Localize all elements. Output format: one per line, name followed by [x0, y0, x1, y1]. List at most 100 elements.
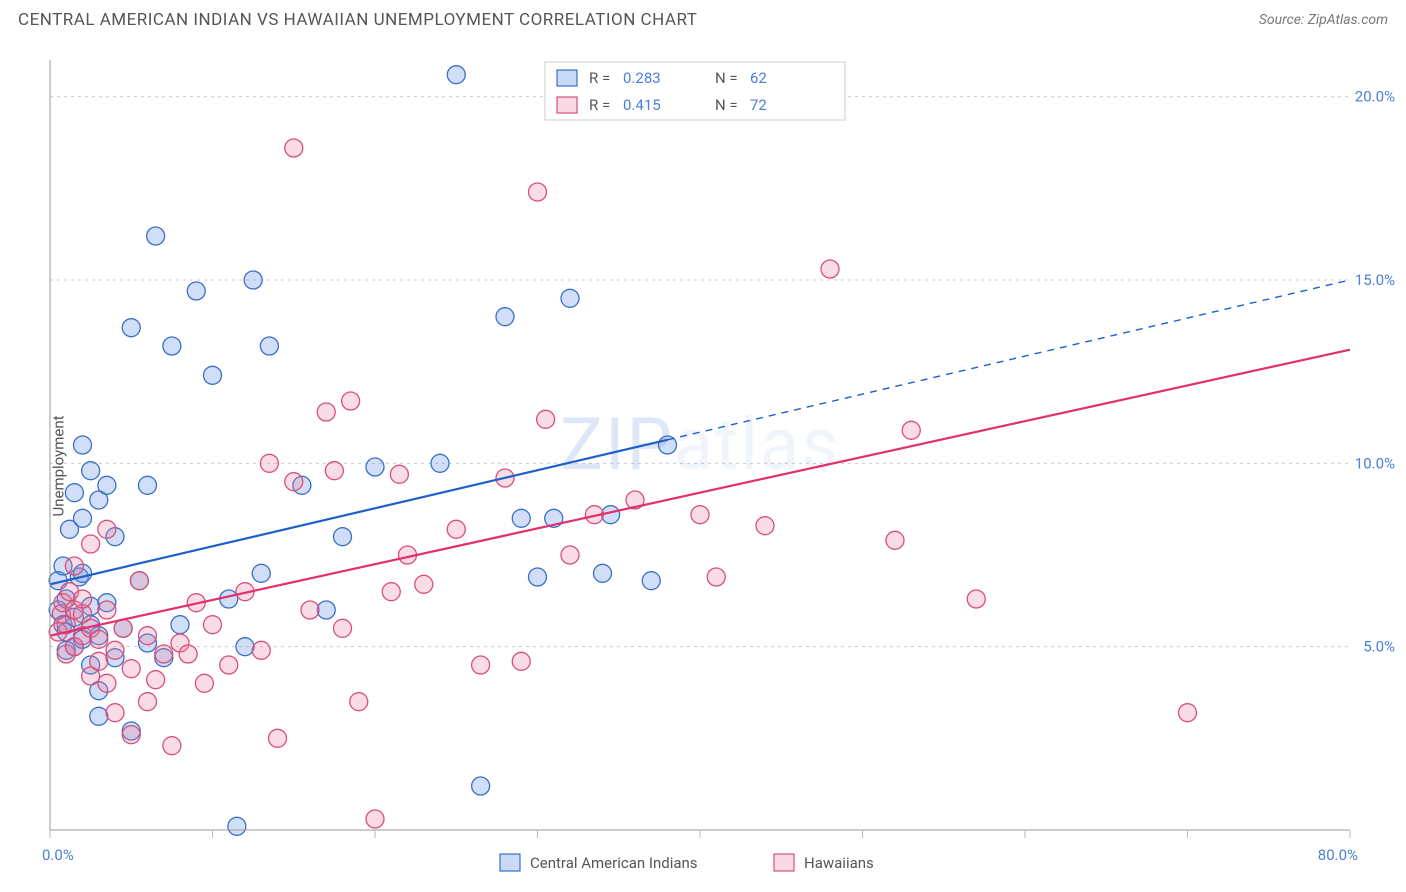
- data-point: [252, 564, 270, 582]
- data-point: [106, 704, 124, 722]
- data-point: [260, 337, 278, 355]
- data-point: [90, 652, 108, 670]
- data-point: [139, 627, 157, 645]
- data-point: [472, 656, 490, 674]
- data-point: [447, 66, 465, 84]
- data-point: [122, 319, 140, 337]
- data-point: [366, 458, 384, 476]
- data-point: [98, 520, 116, 538]
- trend-line: [50, 350, 1350, 636]
- data-point: [512, 652, 530, 670]
- scatter-chart: ZIPatlas 0.0% 80.0% 5.0% 10.0% 15.0% 20.0% R = 0…: [0, 40, 1406, 892]
- source-prefix: Source:: [1259, 12, 1308, 28]
- data-point: [285, 473, 303, 491]
- legend-swatch: [557, 97, 577, 113]
- x-tick-label: 0.0%: [42, 846, 74, 864]
- y-tick-label: 15.0%: [1355, 271, 1395, 289]
- data-point: [220, 590, 238, 608]
- legend-swatch: [774, 854, 794, 871]
- data-point: [74, 436, 92, 454]
- watermark: ZIPatlas: [560, 402, 840, 487]
- data-point: [301, 601, 319, 619]
- data-point: [252, 641, 270, 659]
- y-axis-label: Unemployment: [50, 415, 68, 516]
- legend-r-label: R =: [589, 69, 610, 87]
- data-point: [561, 546, 579, 564]
- data-point: [1179, 704, 1197, 722]
- data-point: [179, 645, 197, 663]
- legend-swatch: [500, 854, 520, 871]
- data-point: [228, 817, 246, 835]
- data-point: [390, 465, 408, 483]
- data-point: [366, 810, 384, 828]
- legend-r-value: 0.415: [623, 96, 661, 114]
- legend-swatch: [557, 70, 577, 86]
- data-point: [204, 616, 222, 634]
- data-point: [98, 674, 116, 692]
- data-point: [163, 737, 181, 755]
- data-point: [147, 227, 165, 245]
- data-point: [122, 660, 140, 678]
- data-point: [74, 590, 92, 608]
- legend-n-value: 72: [750, 96, 767, 114]
- data-point: [74, 509, 92, 527]
- source-value: ZipAtlas.com: [1308, 12, 1388, 28]
- data-point: [285, 139, 303, 157]
- data-point: [147, 671, 165, 689]
- data-point: [98, 601, 116, 619]
- data-point: [334, 528, 352, 546]
- data-point: [82, 462, 100, 480]
- legend-series-name: Hawaiians: [804, 854, 874, 872]
- data-point: [155, 645, 173, 663]
- data-point: [529, 183, 547, 201]
- data-point: [447, 520, 465, 538]
- data-point: [886, 531, 904, 549]
- legend-r-value: 0.283: [623, 69, 661, 87]
- data-point: [561, 289, 579, 307]
- data-point: [106, 641, 124, 659]
- data-point: [187, 282, 205, 300]
- y-tick-label: 20.0%: [1355, 88, 1395, 106]
- data-point: [537, 410, 555, 428]
- data-point: [325, 462, 343, 480]
- x-tick-label: 80.0%: [1318, 846, 1358, 864]
- chart-header: CENTRAL AMERICAN INDIAN VS HAWAIIAN UNEM…: [0, 0, 1406, 36]
- data-point: [472, 777, 490, 795]
- data-point: [220, 656, 238, 674]
- data-point: [902, 421, 920, 439]
- legend-n-label: N =: [715, 96, 738, 114]
- data-point: [382, 583, 400, 601]
- data-point: [350, 693, 368, 711]
- data-point: [529, 568, 547, 586]
- data-point: [707, 568, 725, 586]
- data-point: [496, 308, 514, 326]
- data-point: [317, 601, 335, 619]
- chart-source: Source: ZipAtlas.com: [1259, 12, 1388, 28]
- data-point: [821, 260, 839, 278]
- y-tick-label: 5.0%: [1363, 638, 1395, 656]
- data-point: [594, 564, 612, 582]
- data-point: [317, 403, 335, 421]
- chart-area: Unemployment ZIPatlas 0.0% 80.0% 5.0% 10.0% 1…: [0, 40, 1406, 892]
- data-point: [342, 392, 360, 410]
- data-point: [90, 630, 108, 648]
- data-point: [122, 726, 140, 744]
- data-point: [756, 517, 774, 535]
- data-point: [163, 337, 181, 355]
- y-tick-label: 10.0%: [1355, 454, 1395, 472]
- data-point: [82, 535, 100, 553]
- legend-n-value: 62: [750, 69, 767, 87]
- data-point: [90, 707, 108, 725]
- data-point: [691, 506, 709, 524]
- data-point: [236, 638, 254, 656]
- data-point: [244, 271, 262, 289]
- data-point: [642, 572, 660, 590]
- legend-r-label: R =: [589, 96, 610, 114]
- trend-line-dashed: [668, 280, 1351, 440]
- data-point: [512, 509, 530, 527]
- data-point: [269, 729, 287, 747]
- chart-title: CENTRAL AMERICAN INDIAN VS HAWAIIAN UNEM…: [18, 10, 697, 30]
- data-point: [130, 572, 148, 590]
- data-point: [171, 616, 189, 634]
- data-point: [139, 476, 157, 494]
